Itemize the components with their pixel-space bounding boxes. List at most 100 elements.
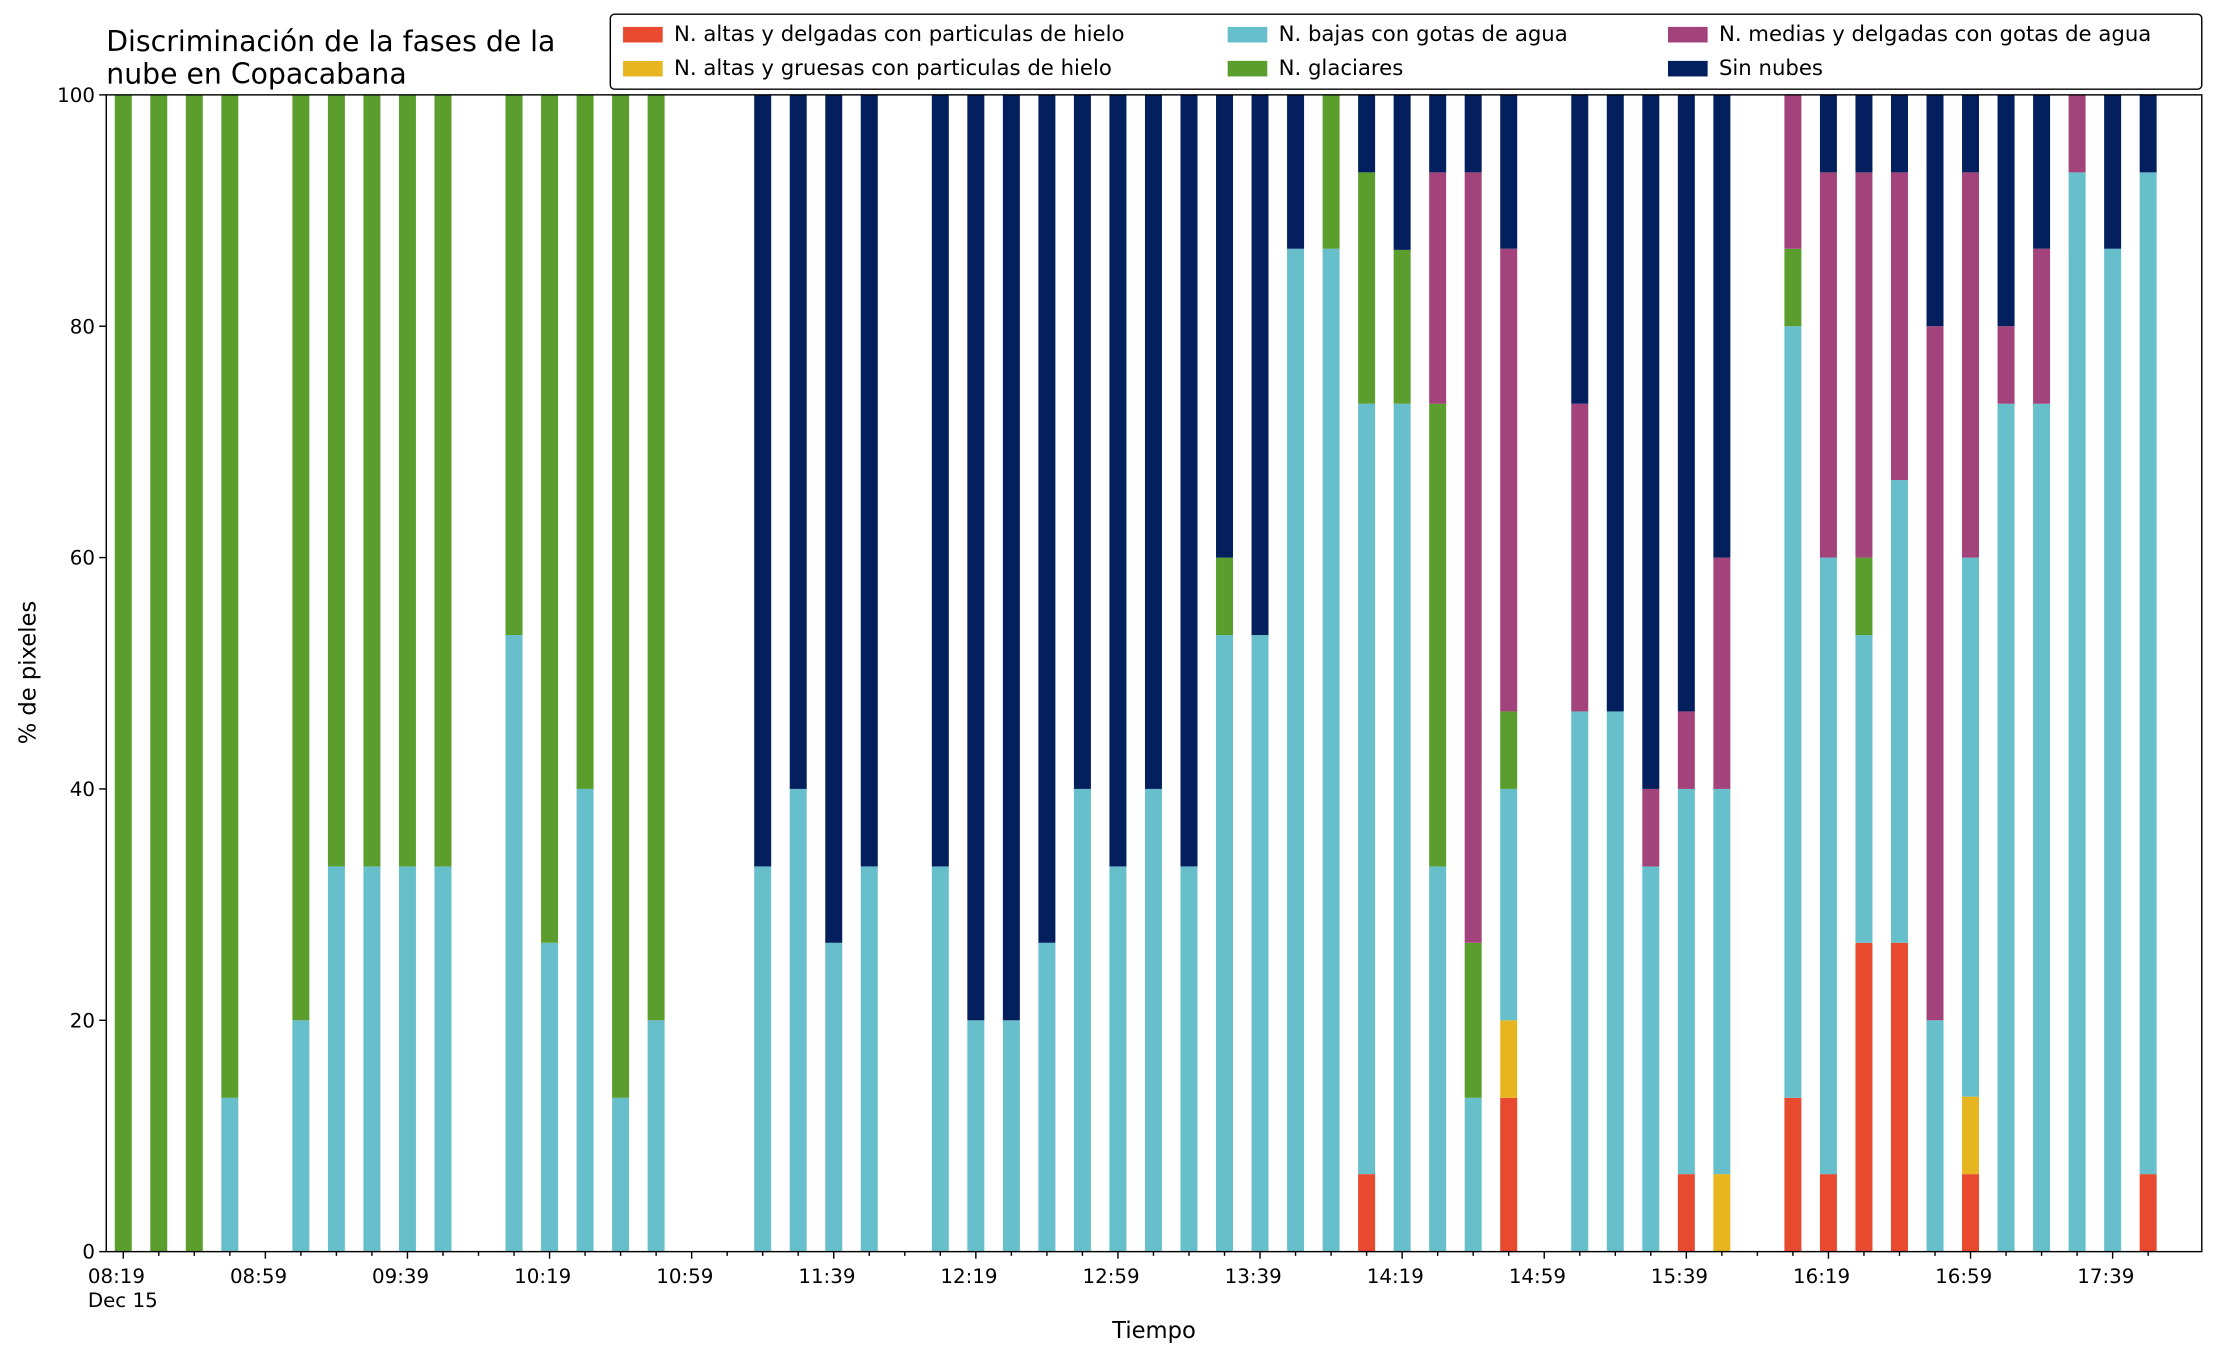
bar-segment [1713,788,1731,1175]
y-tick-label: 100 [57,84,95,107]
bar-segment [1429,866,1447,1252]
bar-segment [2033,248,2051,404]
bar-segment [576,94,594,789]
bar-segment [398,94,416,867]
legend-swatch [623,60,663,77]
bar-segment [1429,172,1447,404]
bar-segment [1251,94,1269,636]
bar-segment [1002,1020,1020,1252]
bar-segment [1500,94,1518,249]
bar-segment [1784,1097,1802,1252]
bar-segment [1855,172,1873,558]
bar-segment [1962,1096,1980,1175]
bar-segment [2033,94,2051,249]
bar-segment [327,94,345,867]
x-tick-label: 15:39 [1651,1265,1708,1288]
bar-segment [1393,94,1411,250]
x-tick-label: 10:59 [656,1265,713,1288]
bar-segment [1997,326,2015,404]
bar-segment [1642,94,1660,789]
bar-segment [2104,94,2122,249]
x-axis-label: Tiempo [1111,1318,1196,1344]
x-tick-label: 10:19 [514,1265,571,1288]
legend-label: N. altas y delgadas con particulas de hi… [674,22,1124,47]
y-tick-label: 40 [70,778,95,801]
bar-segment [1216,94,1234,558]
legend-swatch [1667,26,1708,43]
bar-segment [576,788,594,1252]
bar-segment [1358,1174,1376,1252]
bar-segment [292,94,310,1021]
bar-segment [1358,403,1376,1175]
bar-segment [647,94,665,1021]
date-label: Dec 15 [88,1289,158,1312]
bar-segment [1464,172,1482,943]
legend-label: N. altas y gruesas con particulas de hie… [674,56,1112,81]
bar-segment [647,1020,665,1252]
bar-segment [2104,248,2122,1252]
x-tick-label: 13:39 [1225,1265,1282,1288]
bar-segment [1109,94,1127,867]
bar-segment [1677,711,1695,789]
bar-segment [1002,94,1020,1021]
bar-segment [789,788,807,1252]
x-tick-label: 12:19 [940,1265,997,1288]
bar-segment [1216,635,1234,1252]
x-tick-label: 14:59 [1509,1265,1566,1288]
bar-segment [1819,1174,1837,1252]
bar-segment [2139,172,2157,1175]
bar-segment [2068,94,2086,173]
bar-segment [1713,1174,1731,1252]
bar-segment [1464,1097,1482,1252]
bar-segment [825,942,843,1252]
bar-segment [1500,788,1518,1021]
bar-segment [1642,788,1660,867]
bar-segment [327,866,345,1252]
bar-segment [1287,94,1305,249]
bar-segment [2068,172,2086,1252]
bar-segment [541,942,559,1252]
y-tick-label: 80 [70,315,95,338]
chart-title: Discriminación de la fases de la [106,25,555,58]
bar-segment [1287,248,1305,1252]
bar-segment [1216,557,1234,636]
bar-segment [1500,1020,1518,1098]
chart-title: nube en Copacabana [106,58,406,91]
legend-swatch [1227,60,1268,77]
bar-segment [2139,1174,2157,1252]
bar-segment [1962,94,1980,173]
bar-segment [1642,866,1660,1252]
x-tick-label: 16:19 [1793,1265,1850,1288]
legend-label: N. bajas con gotas de agua [1279,22,1568,47]
bar-segment [1571,94,1589,404]
bar-segment [1890,94,1908,173]
y-tick-label: 0 [82,1241,95,1264]
bar-segment [931,94,949,867]
bar-segment [1500,248,1518,712]
legend-label: Sin nubes [1719,56,1823,81]
bar-segment [1429,403,1447,867]
bar-segment [1855,635,1873,943]
bar-segment [1784,326,1802,1098]
x-tick-label: 14:19 [1367,1265,1424,1288]
bar-segment [1038,942,1056,1252]
bar-segment [1962,1174,1980,1252]
bar-segment [1144,788,1162,1252]
bar-segment [2139,94,2157,173]
bar-segment [967,94,985,1021]
bar-segment [1855,942,1873,1252]
plot-frame [105,94,2203,1253]
bar-segment [1393,249,1411,404]
bar-segment [1819,557,1837,1175]
bar-segment [1358,94,1376,173]
bar-segment [114,94,132,1252]
y-axis-label: % de pixeles [15,601,41,745]
bar-segment [1926,326,1944,1021]
bar-segment [1784,248,1802,327]
bar-segment [1677,1174,1695,1252]
y-tick-label: 20 [70,1009,95,1032]
legend-label: N. medias y delgadas con gotas de agua [1719,22,2151,47]
x-tick-label: 17:39 [2077,1265,2134,1288]
bar-segment [754,866,772,1252]
